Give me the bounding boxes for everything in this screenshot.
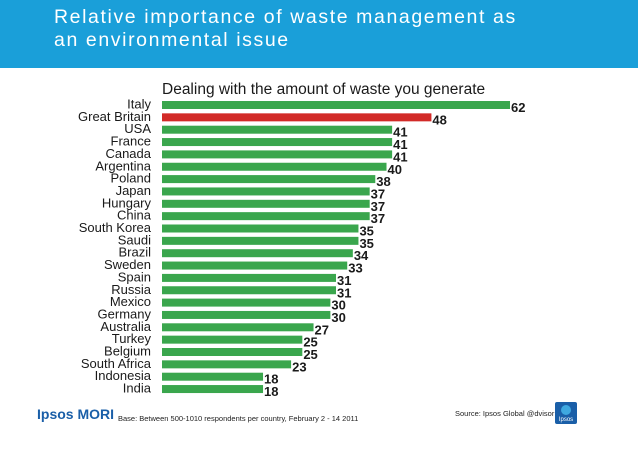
category-label: Germany [98, 306, 152, 321]
value-label: 41 [393, 125, 407, 140]
bar-poland [162, 175, 376, 184]
bar-spain [162, 273, 336, 282]
category-label: USA [124, 121, 151, 136]
bar-south-africa [162, 360, 292, 369]
category-label: Australia [100, 319, 151, 334]
bar-canada [162, 150, 393, 159]
category-label: Indonesia [95, 368, 152, 383]
value-label: 37 [371, 199, 385, 214]
category-label: South Korea [79, 220, 152, 235]
bar-hungary [162, 199, 370, 208]
value-label: 18 [264, 384, 278, 399]
bar-france [162, 138, 393, 147]
value-label: 37 [371, 211, 385, 226]
bar-turkey [162, 335, 303, 344]
category-label: Brazil [118, 245, 151, 260]
value-label: 18 [264, 372, 278, 387]
category-label: Poland [111, 171, 151, 186]
bar-japan [162, 187, 370, 196]
category-label: Great Britain [78, 109, 151, 124]
bar-china [162, 212, 370, 221]
value-label: 37 [371, 186, 385, 201]
bar-india [162, 385, 264, 394]
bar-great-britain [162, 113, 432, 122]
value-label: 34 [354, 248, 369, 263]
value-label: 25 [303, 335, 317, 350]
category-label: Argentina [95, 158, 151, 173]
value-label: 31 [337, 285, 351, 300]
bar-brazil [162, 249, 353, 258]
bar-sweden [162, 261, 348, 270]
category-label: Mexico [110, 294, 151, 309]
category-label: France [111, 134, 151, 149]
value-label: 30 [331, 298, 345, 313]
bar-argentina [162, 162, 387, 171]
bar-australia [162, 323, 314, 332]
bar-south-korea [162, 224, 359, 233]
base-footnote: Base: Between 500-1010 respondents per c… [118, 414, 359, 423]
bar-mexico [162, 298, 331, 307]
value-label: 62 [511, 100, 525, 115]
category-label: South Africa [81, 356, 152, 371]
badge-text: Ipsos [559, 417, 573, 423]
category-label: Belgium [104, 344, 151, 359]
value-label: 35 [359, 236, 373, 251]
page-title-line-1: Relative importance of waste management … [54, 6, 517, 28]
bar-indonesia [162, 372, 264, 381]
page-title-line-2: an environmental issue [54, 29, 290, 51]
value-label: 31 [337, 273, 351, 288]
value-label: 35 [359, 224, 373, 239]
bar-belgium [162, 348, 303, 356]
category-label: Hungary [102, 195, 152, 210]
value-label: 38 [376, 174, 390, 189]
category-label: Sweden [104, 257, 151, 272]
bar-saudi [162, 236, 359, 245]
value-label: 48 [432, 112, 446, 127]
category-label: Saudi [118, 232, 151, 247]
ipsos-badge-icon: Ipsos [555, 402, 577, 424]
title-banner: Relative importance of waste management … [0, 0, 638, 68]
ipsos-mori-logo: Ipsos MORI [37, 406, 115, 422]
value-label: 27 [315, 322, 329, 337]
chart-title: Dealing with the amount of waste you gen… [162, 81, 486, 98]
value-label: 25 [303, 347, 317, 362]
category-label: Turkey [112, 331, 152, 346]
value-label: 40 [388, 162, 402, 177]
value-label: 33 [348, 261, 362, 276]
bar-russia [162, 286, 336, 295]
value-label: 23 [292, 359, 306, 374]
bar-germany [162, 310, 331, 319]
category-label: Spain [118, 269, 151, 284]
bar-italy [162, 101, 510, 109]
category-label: Russia [111, 282, 152, 297]
bar-usa [162, 125, 393, 134]
source-note: Source: Ipsos Global @dvisor [455, 409, 555, 418]
category-label: Italy [127, 97, 151, 112]
value-label: 41 [393, 149, 407, 164]
value-label: 41 [393, 137, 407, 152]
value-label: 30 [331, 310, 345, 325]
category-label: China [117, 208, 152, 223]
category-label: India [123, 381, 152, 396]
category-label: Japan [116, 183, 151, 198]
category-label: Canada [105, 146, 151, 161]
page-title: Relative importance of waste management … [54, 6, 517, 52]
